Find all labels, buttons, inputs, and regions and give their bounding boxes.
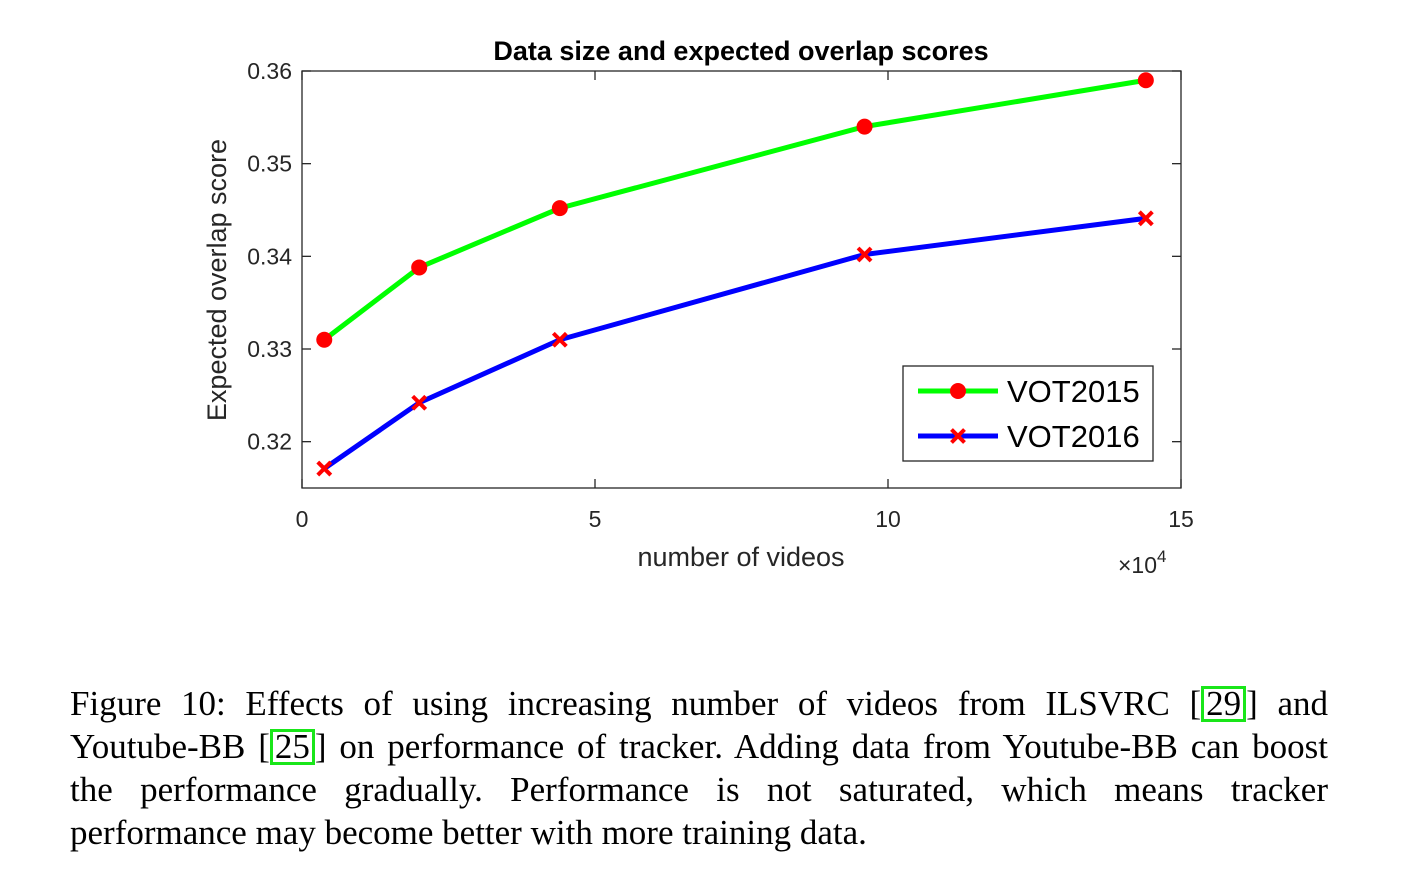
data-point-vot2016 bbox=[551, 331, 568, 348]
y-tick-label: 0.36 bbox=[247, 58, 292, 84]
x-axis-multiplier: ×104 bbox=[1118, 547, 1166, 578]
x-axis: 0 5 10 15 bbox=[296, 71, 1194, 532]
caption-mid: ] and Youtube-BB [ bbox=[70, 684, 1328, 766]
y-axis: 0.32 0.33 0.34 0.35 0.36 bbox=[247, 58, 1181, 455]
chart-title: Data size and expected overlap scores bbox=[493, 36, 988, 66]
caption-lead: Figure 10: Effects of using increasing n… bbox=[70, 684, 1202, 723]
x-tick-label: 10 bbox=[875, 506, 901, 532]
series-line-vot2015 bbox=[322, 77, 1147, 342]
plot-frame bbox=[301, 70, 1182, 489]
citation-link-29[interactable]: 29 bbox=[1201, 686, 1247, 722]
data-point-vot2015 bbox=[1137, 72, 1154, 89]
data-point-vot2015 bbox=[856, 118, 873, 135]
x-tick-label: 5 bbox=[589, 506, 602, 532]
data-point-vot2016 bbox=[1137, 210, 1154, 227]
legend-label-vot2015: VOT2015 bbox=[1007, 374, 1140, 409]
line-chart: Data size and expected overlap scores 0 5… bbox=[202, 36, 1194, 578]
citation-link-25[interactable]: 25 bbox=[269, 729, 315, 765]
plot-series bbox=[316, 72, 1154, 477]
legend-marker-vot2016 bbox=[950, 428, 966, 444]
y-axis-label: Expected overlap score bbox=[202, 139, 232, 421]
data-point-vot2015 bbox=[551, 200, 568, 217]
legend-box bbox=[902, 365, 1154, 462]
caption-tail: ] on performance of tracker. Adding data… bbox=[70, 727, 1328, 852]
x-tick-label: 15 bbox=[1168, 506, 1194, 532]
legend-marker-vot2015 bbox=[950, 383, 966, 399]
data-point-vot2015 bbox=[411, 259, 428, 276]
data-point-vot2016 bbox=[856, 246, 873, 263]
y-tick-label: 0.32 bbox=[247, 429, 292, 455]
x-tick-label: 0 bbox=[296, 506, 309, 532]
y-tick-label: 0.35 bbox=[247, 151, 292, 177]
legend-label-vot2016: VOT2016 bbox=[1007, 419, 1140, 454]
data-point-vot2016 bbox=[316, 460, 333, 477]
data-point-vot2015 bbox=[316, 331, 333, 348]
figure-caption: Figure 10: Effects of using increasing n… bbox=[70, 682, 1328, 854]
x-axis-label: number of videos bbox=[637, 542, 844, 572]
y-tick-label: 0.33 bbox=[247, 336, 292, 362]
data-point-vot2016 bbox=[411, 394, 428, 411]
y-tick-label: 0.34 bbox=[247, 243, 292, 269]
legend: VOT2015 VOT2016 bbox=[902, 365, 1154, 462]
